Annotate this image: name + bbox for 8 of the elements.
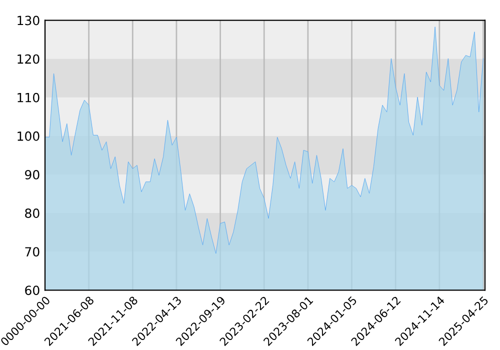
y-tick-label: 60 — [25, 286, 40, 296]
y-tick-label: 70 — [25, 247, 40, 257]
y-tick-label: 120 — [18, 54, 40, 64]
y-tick-label: 100 — [18, 131, 40, 141]
y-tick-label: 80 — [25, 208, 40, 218]
y-tick-label: 110 — [18, 92, 40, 102]
y-tick-label: 130 — [18, 16, 40, 26]
y-tick-label: 90 — [25, 170, 40, 180]
